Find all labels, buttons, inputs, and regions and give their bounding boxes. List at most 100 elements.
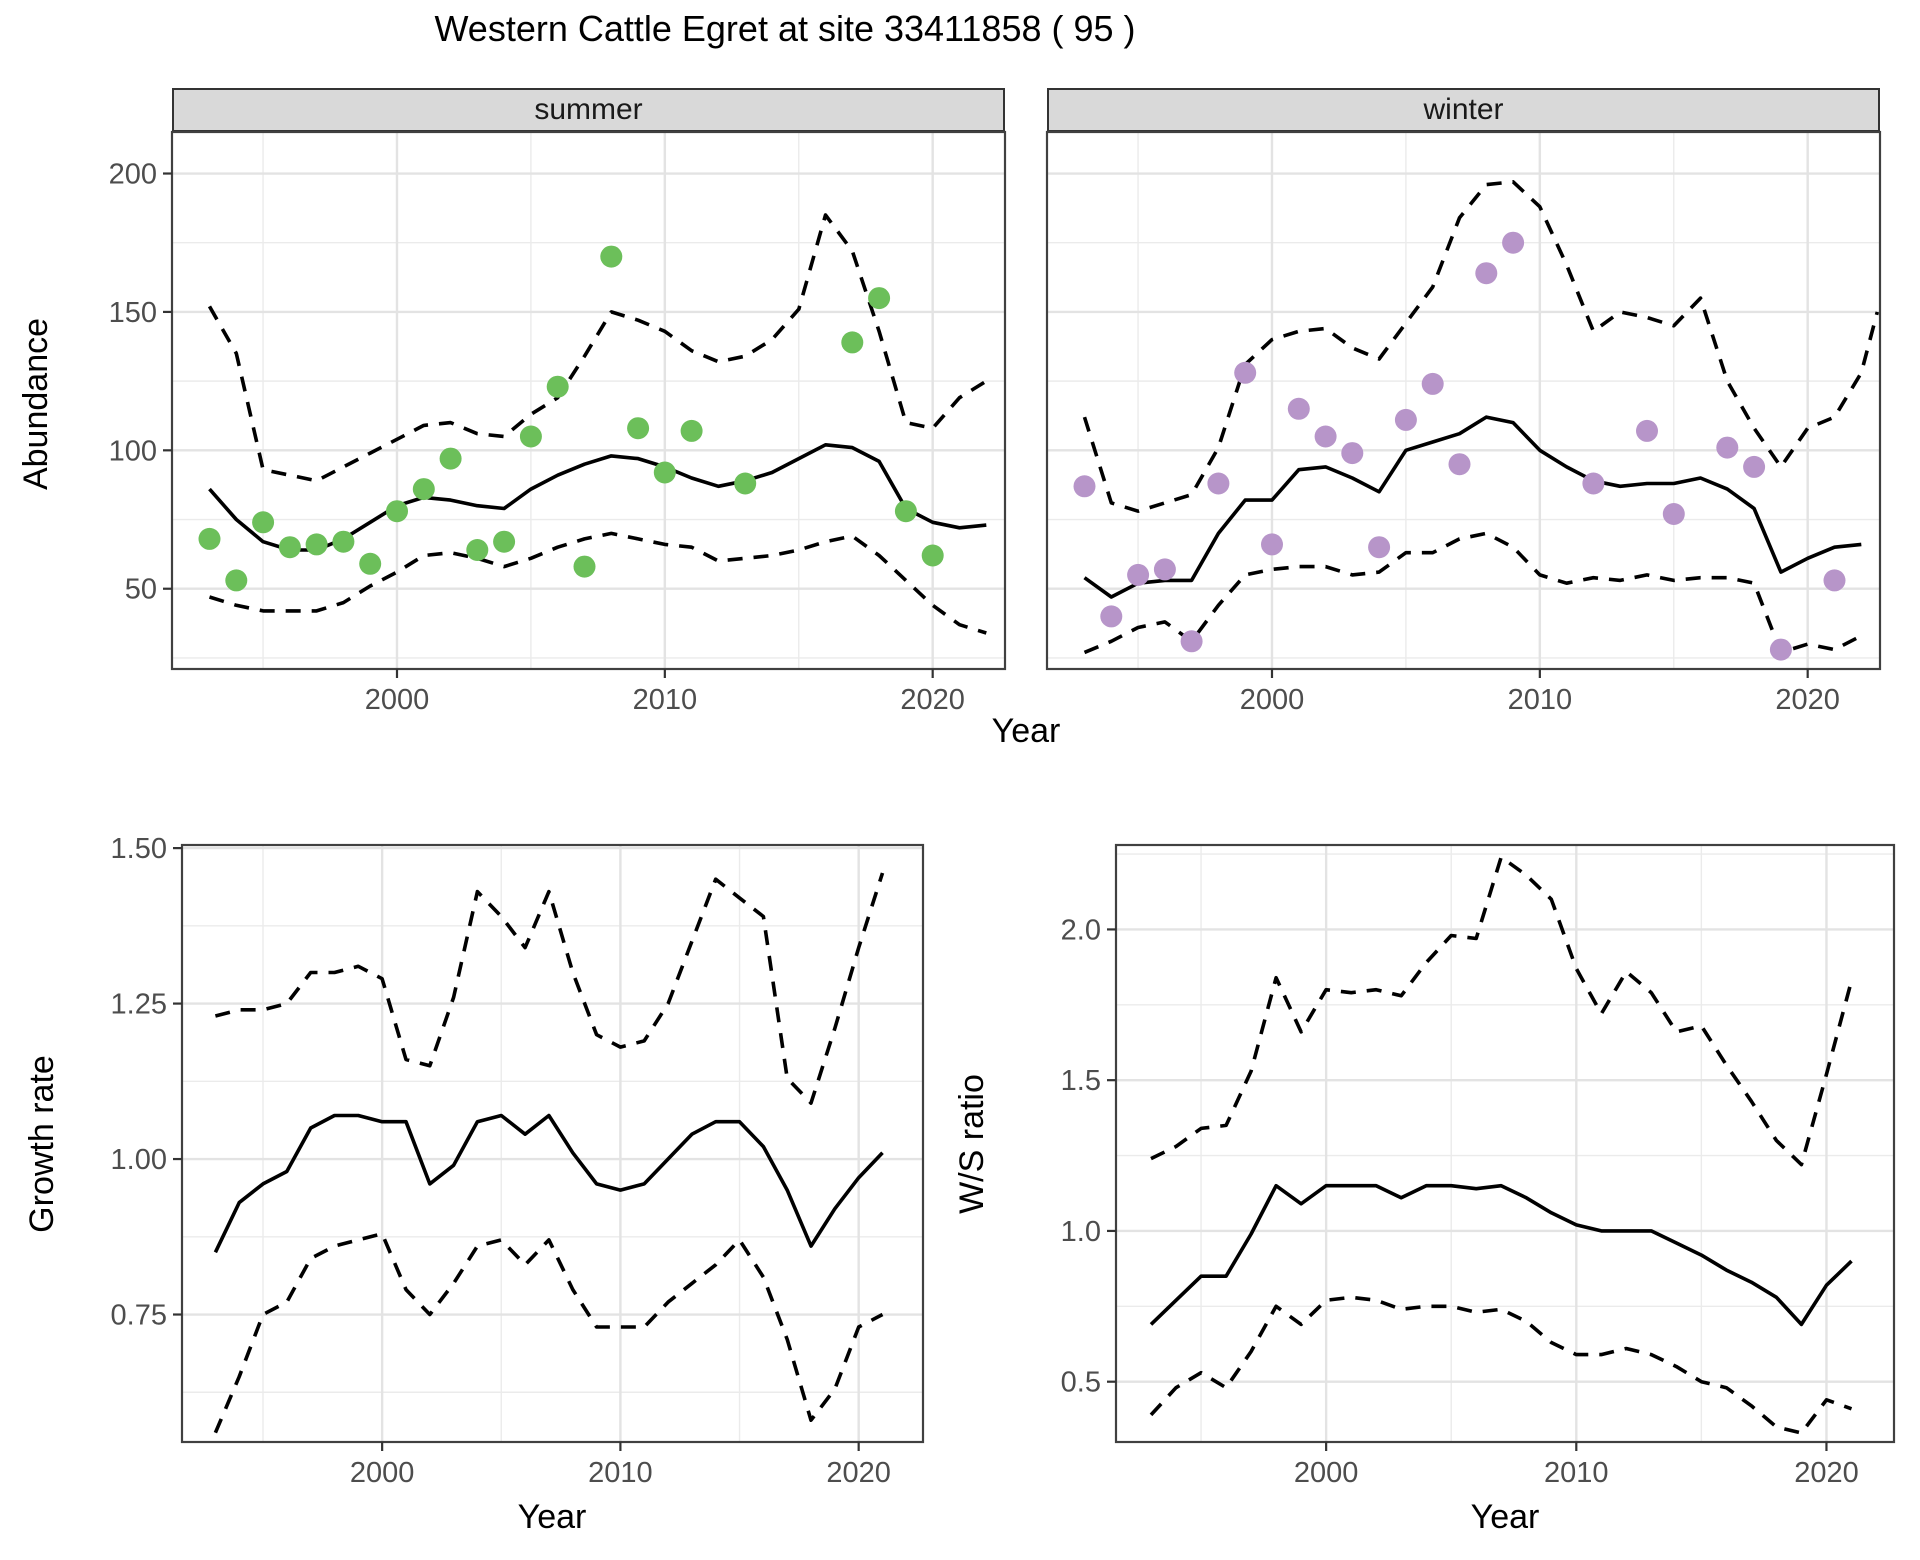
y-tick-label: 2.0 xyxy=(1061,914,1101,946)
x-tick-label: 2010 xyxy=(588,1457,653,1489)
facet-strip-summer: summer xyxy=(172,88,1005,132)
growth-fit-line xyxy=(213,1113,884,1254)
summer-lower_ci-line xyxy=(208,531,987,635)
data-point xyxy=(1502,231,1525,254)
data-point xyxy=(1234,361,1257,384)
data-point xyxy=(332,530,355,553)
data-point xyxy=(1421,372,1444,395)
data-point xyxy=(1475,262,1498,285)
data-point xyxy=(1100,605,1123,628)
data-point xyxy=(1127,563,1150,586)
data-point xyxy=(1769,638,1792,661)
data-point xyxy=(1636,419,1658,442)
data-point xyxy=(868,287,891,310)
figure-title: Western Cattle Egret at site 33411858 ( … xyxy=(434,8,1136,49)
data-point xyxy=(573,555,596,578)
data-point xyxy=(1582,472,1605,495)
data-point xyxy=(1823,569,1846,592)
data-point xyxy=(653,461,676,484)
data-point xyxy=(519,425,542,448)
data-point xyxy=(1743,455,1766,478)
x-tick-label: 2020 xyxy=(1794,1457,1859,1489)
y-tick-label: 1.5 xyxy=(1061,1065,1101,1097)
data-point xyxy=(278,536,301,559)
data-point xyxy=(493,530,516,553)
x-tick-label: 2010 xyxy=(1544,1457,1609,1489)
x-tick-label: 2000 xyxy=(1294,1457,1359,1489)
data-point xyxy=(1368,536,1391,559)
ws-ratio-axis-title: W/S ratio xyxy=(953,1074,991,1214)
x-tick-label: 2010 xyxy=(633,684,698,716)
growth-lower_ci-line xyxy=(213,1231,884,1434)
facet-strip-winter: winter xyxy=(1047,88,1880,132)
winter-observed_abundance-points xyxy=(1073,231,1846,661)
x-tick-label: 2000 xyxy=(365,684,430,716)
top-year-axis-title: Year xyxy=(991,712,1061,750)
winter-lower_ci-line xyxy=(1083,531,1863,655)
data-point xyxy=(439,447,462,470)
data-point xyxy=(1287,397,1310,420)
data-point xyxy=(1314,425,1337,448)
data-point xyxy=(1341,442,1364,465)
y-tick-label: 100 xyxy=(109,435,157,467)
data-point xyxy=(734,472,757,495)
y-tick-label: 150 xyxy=(109,297,157,329)
growth-upper_ci-line xyxy=(214,872,885,1105)
y-tick-label: 1.00 xyxy=(111,1144,167,1176)
data-point xyxy=(359,552,382,575)
data-point xyxy=(466,539,489,561)
y-tick-label: 1.25 xyxy=(111,989,167,1021)
y-tick-label: 0.75 xyxy=(111,1300,167,1332)
data-point xyxy=(841,331,864,354)
growth-rate-axis-title: Growth rate xyxy=(23,1055,61,1233)
y-tick-label: 0.5 xyxy=(1061,1367,1101,1399)
abundance-axis-title: Abundance xyxy=(17,317,55,491)
growth-year-axis-title: Year xyxy=(517,1498,587,1536)
data-point xyxy=(225,569,248,592)
data-point xyxy=(386,500,408,523)
y-tick-label: 1.0 xyxy=(1061,1216,1101,1248)
data-point xyxy=(1073,475,1096,498)
data-point xyxy=(252,511,275,534)
y-tick-label: 1.50 xyxy=(111,833,167,865)
data-point xyxy=(627,417,650,440)
data-point xyxy=(1448,453,1471,476)
growth-panel: 2000 2010 2020 0.75 1.00 1.25 1.50 xyxy=(111,833,925,1489)
data-point xyxy=(305,533,328,556)
ws-panel: 2000 2010 2020 0.5 1.0 1.5 2.0 xyxy=(1061,843,1896,1489)
data-point xyxy=(1180,630,1203,653)
y-tick-label: 200 xyxy=(109,159,157,191)
ws-year-axis-title: Year xyxy=(1470,1498,1540,1536)
x-tick-label: 2020 xyxy=(1775,684,1840,716)
x-tick-label: 2010 xyxy=(1508,684,1573,716)
x-tick-label: 2000 xyxy=(350,1457,415,1489)
x-tick-label: 2000 xyxy=(1240,684,1305,716)
x-tick-label: 2020 xyxy=(826,1457,891,1489)
data-point xyxy=(1261,533,1283,556)
ws-upper_ci-line xyxy=(1150,855,1854,1167)
summer-fit-line xyxy=(208,442,987,552)
summer-upper_ci-line xyxy=(207,213,988,483)
data-point xyxy=(600,245,623,268)
winter-fit-line xyxy=(1083,415,1862,599)
ws-lower_ci-line xyxy=(1149,1295,1853,1435)
data-point xyxy=(198,527,221,550)
data-point xyxy=(1716,436,1739,459)
data-point xyxy=(1153,558,1176,581)
data-point xyxy=(921,544,944,567)
winter-panel: 2000 2010 2020 xyxy=(1045,130,1882,716)
data-point xyxy=(1662,503,1685,525)
summer-observed_abundance-points xyxy=(198,245,944,592)
data-point xyxy=(680,419,703,442)
data-point xyxy=(546,375,569,398)
data-point xyxy=(412,478,435,501)
data-point xyxy=(894,500,917,523)
data-point xyxy=(1394,408,1417,431)
data-point xyxy=(1207,472,1230,495)
ws-fit-line xyxy=(1149,1183,1853,1327)
y-tick-label: 50 xyxy=(125,574,157,606)
winter-upper_ci-line xyxy=(1082,180,1879,514)
